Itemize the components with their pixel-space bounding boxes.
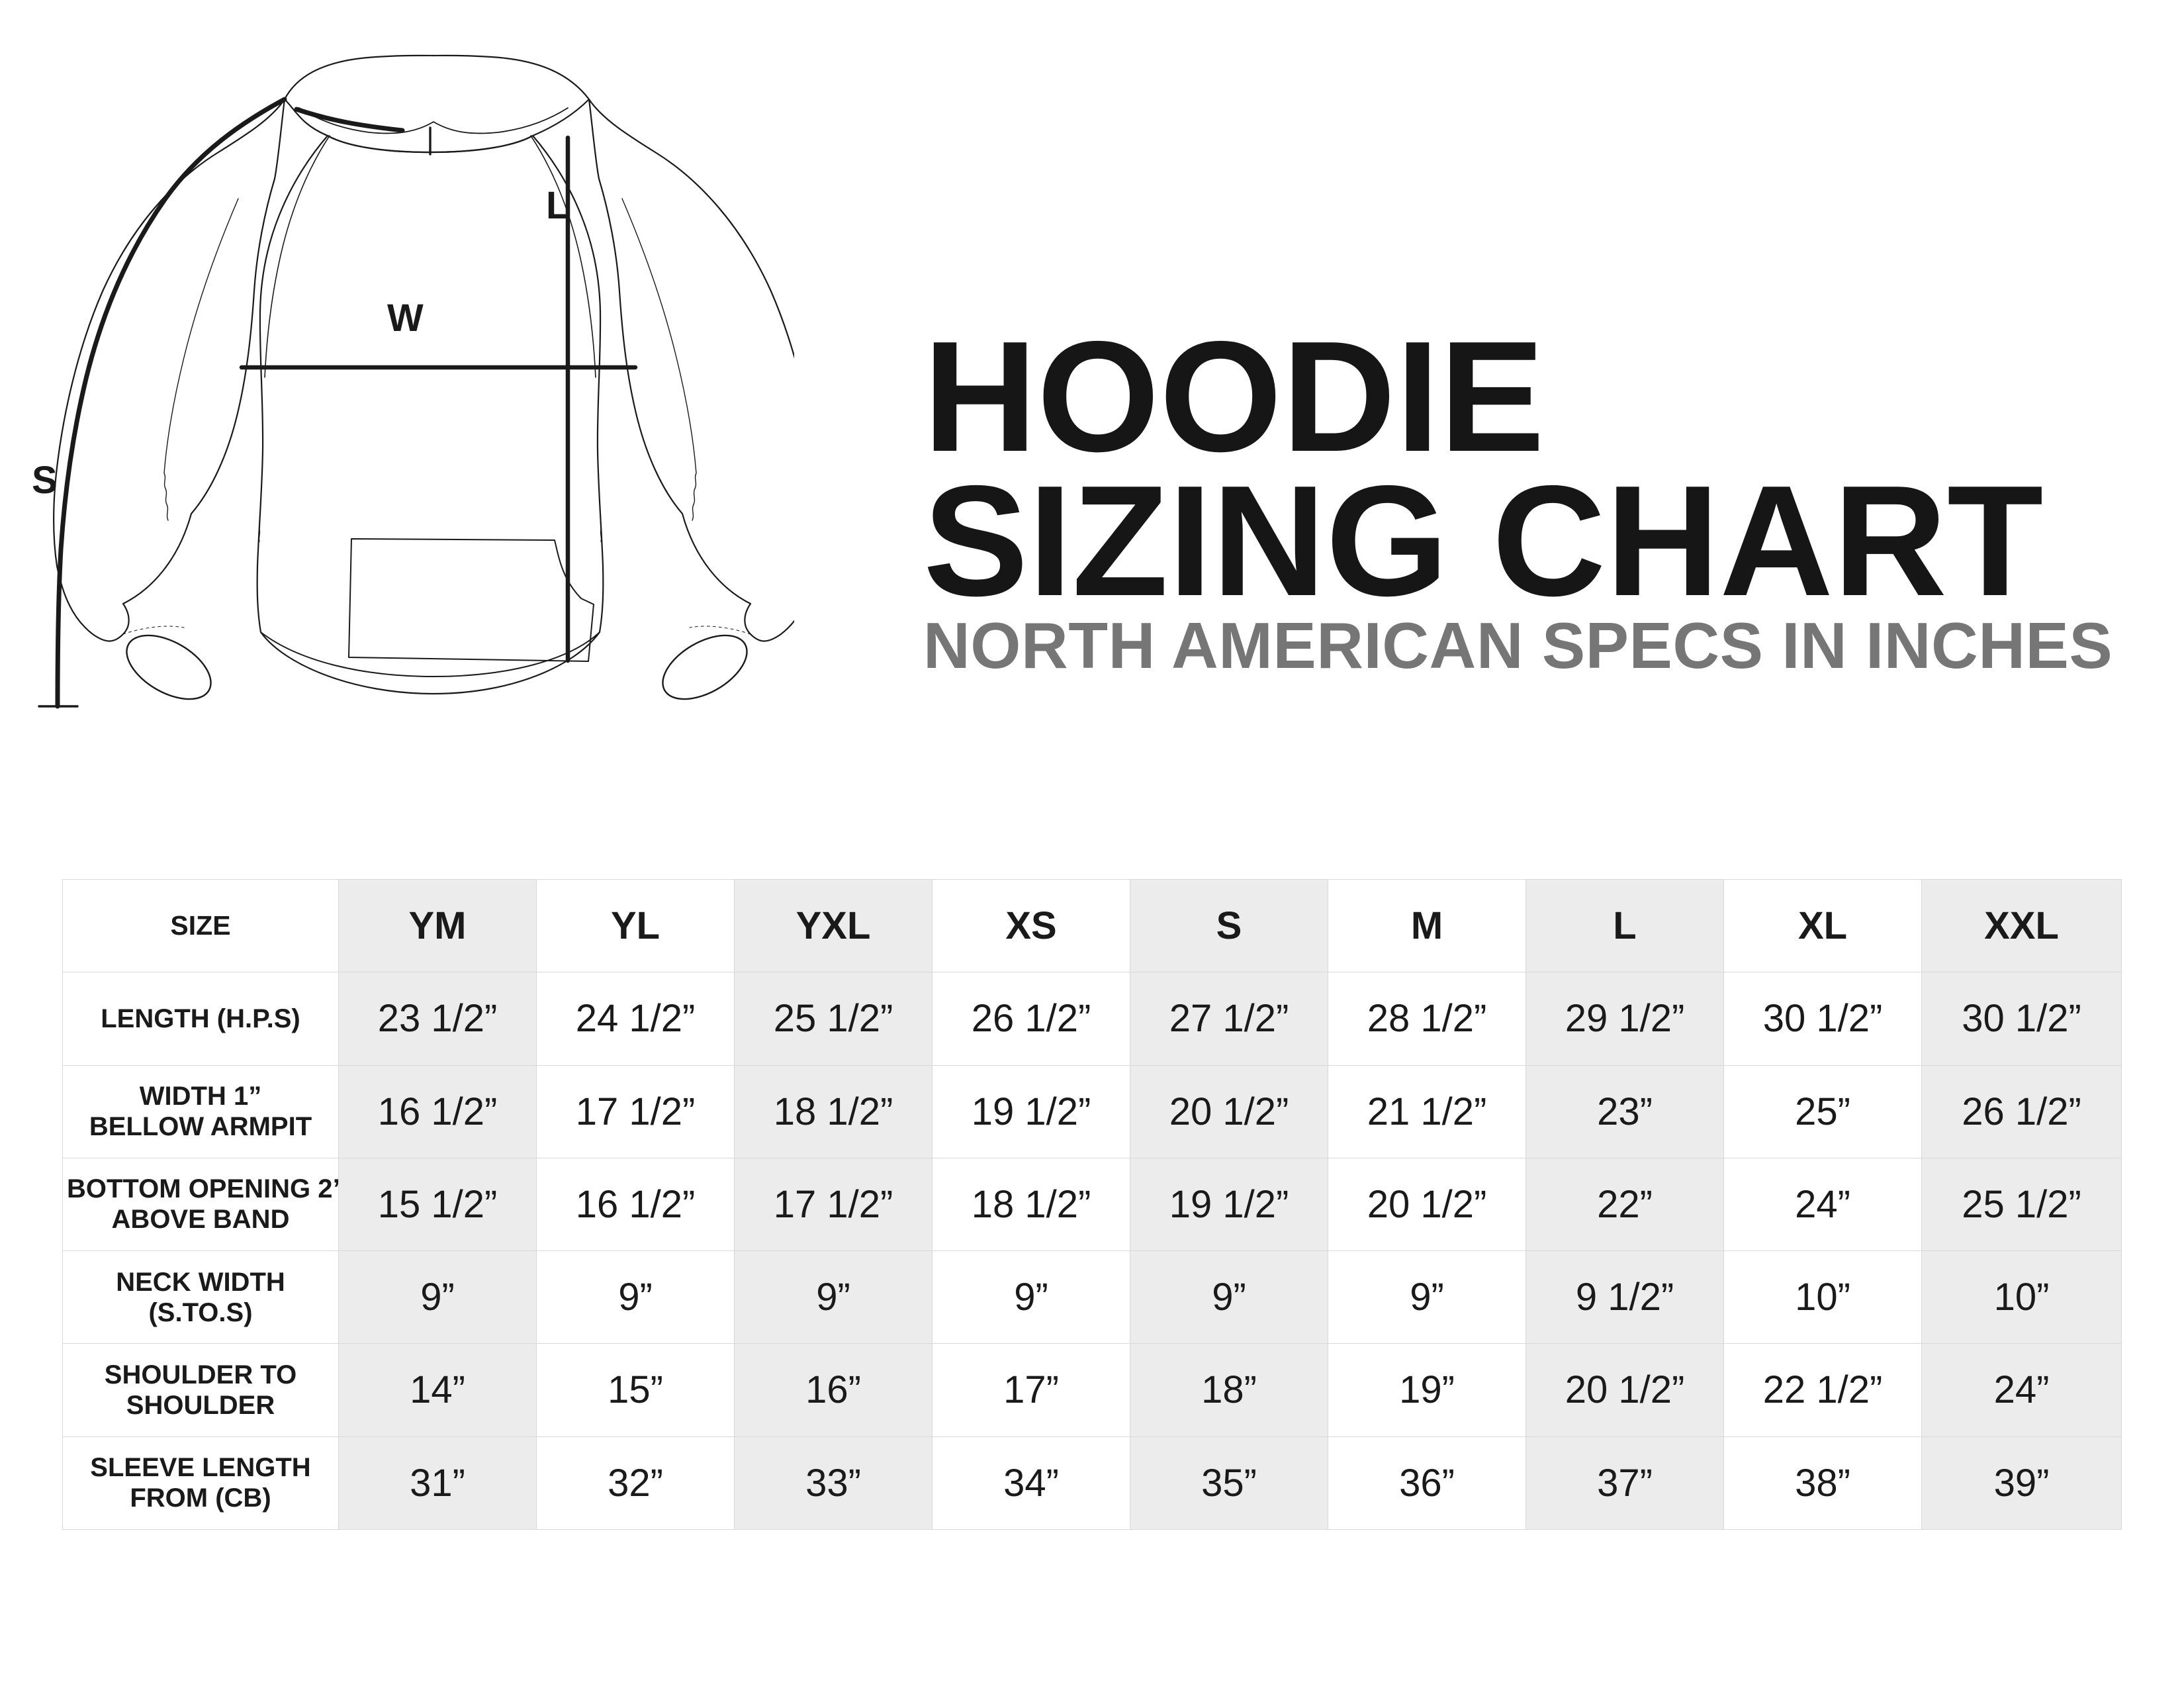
svg-text:L: L: [546, 184, 569, 227]
svg-text:S: S: [32, 459, 58, 502]
svg-text:W: W: [387, 297, 424, 340]
